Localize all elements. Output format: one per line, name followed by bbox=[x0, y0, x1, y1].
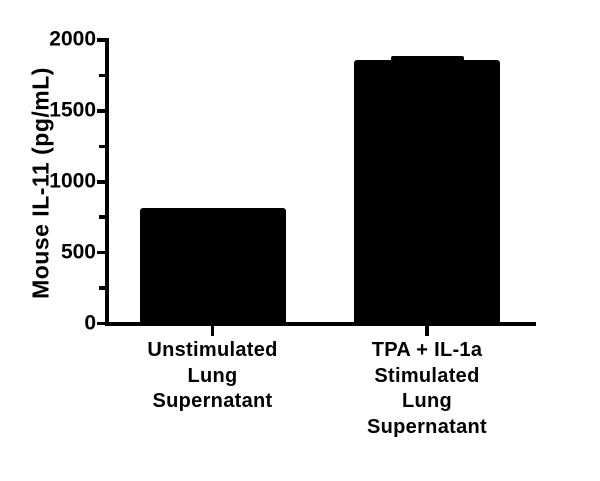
x-axis-line bbox=[105, 321, 536, 326]
y-minor-tick bbox=[99, 73, 105, 78]
y-axis-line bbox=[105, 38, 109, 326]
y-tick-label: 1500 bbox=[49, 98, 96, 122]
category-label-line: Stimulated bbox=[374, 364, 480, 387]
y-major-tick bbox=[97, 109, 105, 113]
category-label-line: Supernatant bbox=[152, 390, 273, 412]
category-label-line: TPA + IL-1a bbox=[371, 339, 483, 361]
x-tick bbox=[425, 325, 429, 336]
category-label-line: Unstimulated bbox=[147, 339, 278, 361]
category-label-line: Lung bbox=[401, 390, 453, 412]
bar bbox=[354, 59, 500, 326]
category-label-line: Lung bbox=[187, 364, 238, 387]
y-minor-tick bbox=[99, 144, 105, 149]
y-minor-tick bbox=[99, 286, 105, 290]
error-bar-cap bbox=[390, 55, 464, 64]
y-major-tick bbox=[97, 321, 105, 326]
bar bbox=[139, 207, 286, 326]
y-major-tick bbox=[97, 180, 105, 184]
y-major-tick bbox=[97, 250, 105, 255]
y-tick-label: 500 bbox=[60, 240, 96, 264]
y-tick-label: 2000 bbox=[49, 27, 96, 51]
y-minor-tick bbox=[99, 215, 105, 219]
x-tick bbox=[210, 325, 215, 336]
y-major-tick bbox=[97, 38, 105, 42]
category-label-line: Supernatant bbox=[367, 415, 487, 438]
y-tick-label: 0 bbox=[84, 311, 96, 335]
y-tick-label: 1000 bbox=[49, 169, 96, 193]
category-label: Unstimulated Lung Supernatant bbox=[98, 338, 328, 415]
category-label: TPA + IL-1a Stimulated Lung Supernatant bbox=[312, 338, 542, 440]
